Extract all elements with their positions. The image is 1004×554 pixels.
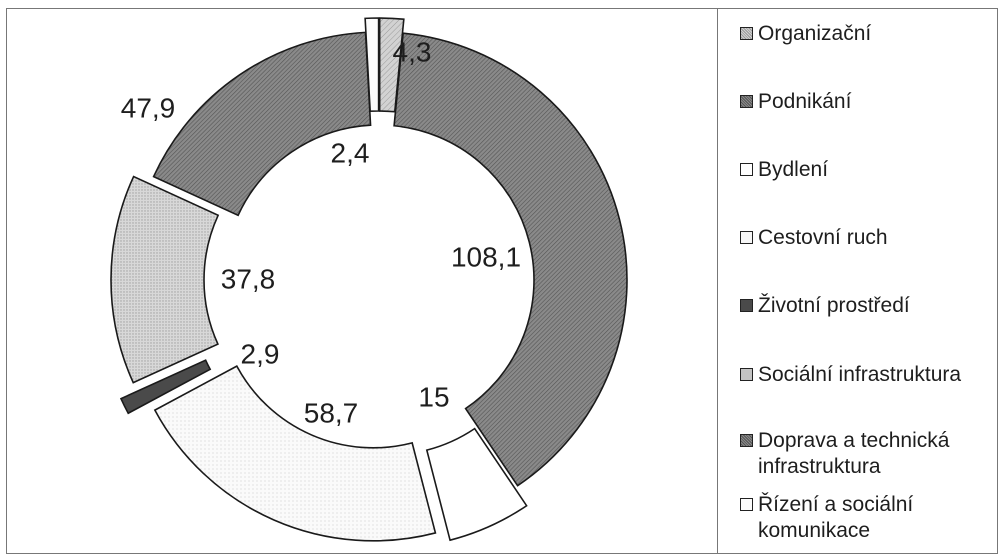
legend-label: Řízení a sociální komunikace (758, 493, 914, 542)
legend-label: Cestovní ruch (758, 226, 888, 249)
slice-doprava-a-technicka-infrastruktura (152, 31, 372, 217)
data-labels: 4,3 108,1 15 58,7 2,9 37,8 47,9 2,4 (121, 36, 521, 428)
slice-zivotni-prostredi (119, 359, 212, 415)
legend-label: Životní prostředí (758, 294, 910, 317)
legend: Organizační Podnikání Bydlení Cestovní ruch… (717, 8, 1004, 554)
slice-podnikani (393, 32, 628, 487)
slice-bydleni (425, 427, 528, 542)
legend-label: Bydlení (758, 158, 829, 181)
data-label-doprava-a-technicka-infrastruktura: 47,9 (121, 92, 176, 123)
legend-item-rizeni-a-socialni-komunikace: Řízení a sociální komunikace (740, 492, 1004, 544)
data-label-podnikani: 108,1 (451, 241, 521, 272)
legend-label: Organizační (758, 22, 872, 45)
legend-label: Podnikání (758, 90, 852, 113)
legend-swatch (740, 231, 753, 244)
legend-swatch (740, 163, 753, 176)
legend-item-socialni-infrastruktura: Sociální infrastruktura (740, 362, 1004, 388)
donut-chart: 4,3 108,1 15 58,7 2,9 37,8 47,9 2,4 (110, 17, 628, 542)
data-label-zivotni-prostredi: 2,9 (241, 338, 280, 369)
legend-swatch (740, 434, 753, 447)
legend-swatch (740, 27, 753, 40)
legend-item-organizacni: Organizační (740, 21, 1004, 47)
data-label-bydleni: 15 (418, 381, 449, 412)
legend-label: Doprava a technická infrastruktura (758, 429, 950, 478)
legend-swatch (740, 498, 753, 511)
legend-item-doprava-a-technicka-infrastruktura: Doprava a technická infrastruktura (740, 428, 1004, 480)
legend-item-podnikani: Podnikání (740, 89, 1004, 115)
legend-item-bydleni: Bydlení (740, 157, 1004, 183)
slice-cestovni-ruch (153, 365, 437, 542)
data-label-socialni-infrastruktura: 37,8 (221, 263, 276, 294)
data-label-rizeni-a-socialni-komunikace: 2,4 (331, 137, 370, 168)
data-label-cestovni-ruch: 58,7 (304, 397, 359, 428)
legend-label: Sociální infrastruktura (758, 363, 962, 386)
legend-swatch (740, 299, 753, 312)
donut-slices (110, 17, 628, 542)
legend-swatch (740, 95, 753, 108)
legend-swatch (740, 368, 753, 381)
legend-item-zivotni-prostredi: Životní prostředí (740, 293, 1004, 319)
legend-item-cestovni-ruch: Cestovní ruch (740, 225, 1004, 251)
slice-rizeni-a-socialni-komunikace (364, 17, 380, 113)
slice-socialni-infrastruktura (110, 175, 220, 384)
data-label-organizacni: 4,3 (393, 36, 432, 67)
